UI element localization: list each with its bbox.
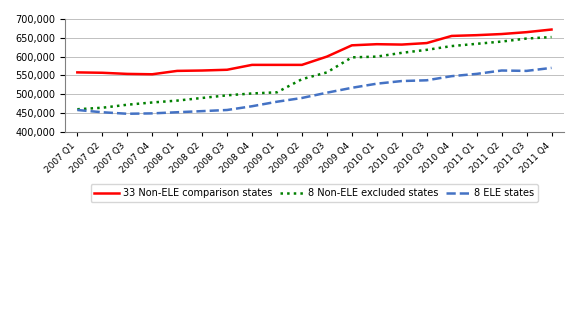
33 Non-ELE comparison states: [423, 41, 430, 45]
8 Non-ELE excluded states: [324, 71, 331, 74]
33 Non-ELE comparison states: [248, 63, 255, 67]
33 Non-ELE comparison states: [523, 30, 530, 34]
8 ELE states: [349, 86, 356, 90]
33 Non-ELE comparison states: [223, 68, 230, 72]
8 Non-ELE excluded states: [473, 42, 480, 46]
8 ELE states: [174, 110, 181, 114]
8 Non-ELE excluded states: [373, 55, 380, 59]
8 Non-ELE excluded states: [74, 107, 81, 111]
Line: 8 ELE states: 8 ELE states: [78, 68, 552, 114]
8 Non-ELE excluded states: [298, 77, 305, 81]
8 ELE states: [373, 82, 380, 86]
8 Non-ELE excluded states: [124, 103, 131, 107]
8 ELE states: [423, 78, 430, 82]
8 Non-ELE excluded states: [273, 91, 280, 94]
8 ELE states: [149, 112, 156, 115]
8 ELE states: [223, 108, 230, 112]
8 ELE states: [548, 66, 555, 70]
8 Non-ELE excluded states: [349, 55, 356, 59]
8 ELE states: [199, 109, 206, 113]
33 Non-ELE comparison states: [373, 42, 380, 46]
8 Non-ELE excluded states: [248, 91, 255, 95]
8 Non-ELE excluded states: [223, 94, 230, 97]
8 ELE states: [273, 100, 280, 104]
33 Non-ELE comparison states: [473, 33, 480, 37]
33 Non-ELE comparison states: [124, 72, 131, 76]
8 ELE states: [324, 91, 331, 95]
33 Non-ELE comparison states: [174, 69, 181, 73]
8 ELE states: [74, 108, 81, 112]
Line: 33 Non-ELE comparison states: 33 Non-ELE comparison states: [78, 29, 552, 74]
8 Non-ELE excluded states: [174, 99, 181, 103]
8 Non-ELE excluded states: [149, 101, 156, 104]
8 Non-ELE excluded states: [199, 96, 206, 100]
Legend: 33 Non-ELE comparison states, 8 Non-ELE excluded states, 8 ELE states: 33 Non-ELE comparison states, 8 Non-ELE …: [90, 184, 538, 202]
8 Non-ELE excluded states: [448, 44, 455, 48]
8 ELE states: [298, 96, 305, 100]
33 Non-ELE comparison states: [74, 71, 81, 74]
33 Non-ELE comparison states: [398, 43, 405, 46]
8 Non-ELE excluded states: [523, 37, 530, 40]
33 Non-ELE comparison states: [349, 43, 356, 47]
33 Non-ELE comparison states: [498, 32, 505, 36]
Line: 8 Non-ELE excluded states: 8 Non-ELE excluded states: [78, 37, 552, 109]
8 ELE states: [99, 110, 106, 114]
8 Non-ELE excluded states: [99, 106, 106, 110]
33 Non-ELE comparison states: [149, 73, 156, 76]
33 Non-ELE comparison states: [99, 71, 106, 75]
33 Non-ELE comparison states: [448, 34, 455, 38]
33 Non-ELE comparison states: [273, 63, 280, 67]
8 ELE states: [523, 69, 530, 73]
8 ELE states: [248, 104, 255, 108]
8 Non-ELE excluded states: [398, 51, 405, 55]
8 Non-ELE excluded states: [498, 40, 505, 43]
8 ELE states: [124, 112, 131, 116]
8 ELE states: [398, 79, 405, 83]
8 ELE states: [498, 69, 505, 72]
8 ELE states: [473, 72, 480, 76]
33 Non-ELE comparison states: [298, 63, 305, 67]
33 Non-ELE comparison states: [324, 55, 331, 59]
8 ELE states: [448, 74, 455, 78]
33 Non-ELE comparison states: [199, 69, 206, 72]
8 Non-ELE excluded states: [423, 48, 430, 52]
8 Non-ELE excluded states: [548, 35, 555, 39]
33 Non-ELE comparison states: [548, 28, 555, 31]
